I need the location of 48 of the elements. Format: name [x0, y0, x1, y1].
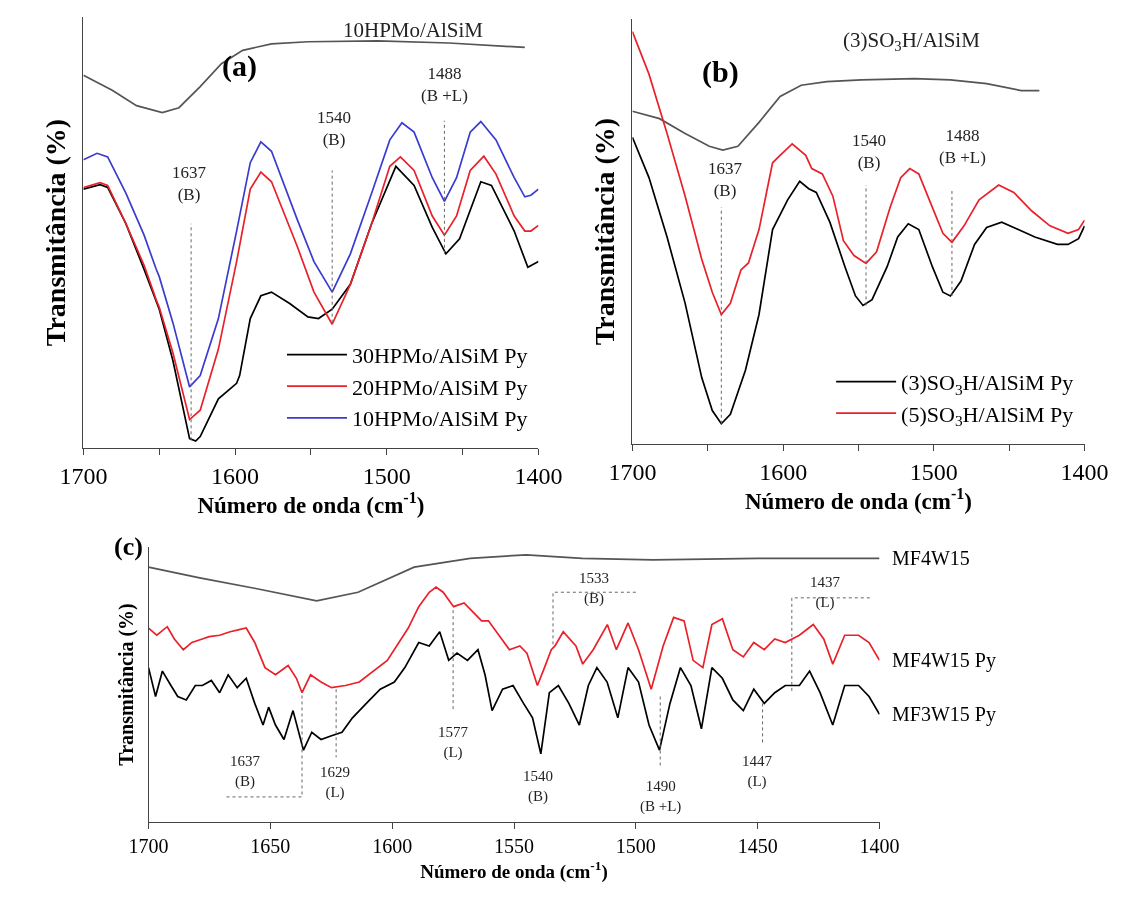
x-tick-label: 1400 [859, 835, 900, 858]
annotation: 10HPMo/AlSiM [343, 18, 484, 42]
annotation: 1629 (L) [320, 764, 350, 801]
x-axis-title: Número de onda (cm$^{-1}$) [420, 858, 608, 883]
legend-label: 30HPMo/AlSiM Py [351, 343, 528, 369]
text: (b) [702, 55, 739, 89]
x-tick-label: 1500 [615, 835, 656, 858]
annotation: 1540 (B) [523, 768, 553, 805]
y-axis-title: Transmitância (%) [588, 117, 620, 346]
series-label: MF4W15 [892, 547, 970, 569]
x-tick-label: 1600 [759, 458, 808, 485]
x-tick-label: 1700 [128, 835, 169, 858]
y-axis-title: Transmitância (%) [114, 603, 138, 766]
legend-label: 10HPMo/AlSiM Py [351, 406, 528, 432]
chart-title: (c) [114, 532, 143, 561]
annotation: 1447 (L) [742, 753, 773, 790]
x-tick-label: 1550 [494, 835, 535, 858]
annotation: 1540 (B) [852, 131, 886, 173]
x-tick-label: 1700 [608, 458, 657, 485]
annotation: 1488 (B +L) [421, 64, 468, 106]
legend-label: (5)SO$_{3}$H/AlSiM Py [901, 401, 1074, 430]
annotation: 1637 (B) [708, 159, 743, 201]
x-tick-label: 1500 [362, 462, 411, 489]
annotation: 1533 (B) [579, 570, 609, 607]
annotation: 1488 (B +L) [939, 126, 986, 168]
annotation: 1540 (B) [317, 108, 351, 150]
legend-label: (3)SO$_{3}$H/AlSiM Py [901, 370, 1074, 398]
x-tick-label: 1600 [372, 835, 413, 858]
x-axis-title: Número de onda (cm$^{-1}$) [744, 484, 972, 514]
annotation: 1577 (L) [438, 724, 469, 761]
annotation: 1490 (B +L) [640, 778, 682, 815]
chart-title: (a) [222, 49, 257, 83]
annotation: 1637 (B) [230, 753, 261, 790]
x-tick-label: 1700 [59, 462, 108, 489]
x-tick-label: 1450 [737, 835, 778, 858]
series-label: MF3W15 Py [892, 703, 996, 726]
series-label: MF4W15 Py [892, 649, 996, 672]
annotation: (3)SO$_{3}$H/AlSiM [843, 28, 981, 55]
x-tick-label: 1500 [909, 458, 958, 485]
legend-label: 20HPMo/AlSiM Py [351, 374, 528, 400]
x-tick-label: 1600 [211, 462, 260, 489]
annotation: 1437 (L) [810, 574, 841, 611]
x-axis-title: Número de onda (cm$^{-1}$) [197, 488, 425, 518]
x-tick-label: 1650 [250, 835, 291, 858]
x-tick-label: 1400 [514, 462, 563, 489]
x-tick-label: 1400 [1060, 458, 1109, 485]
annotation: 1637 (B) [172, 163, 207, 205]
y-axis-title: Transmitância (%) [39, 118, 71, 347]
